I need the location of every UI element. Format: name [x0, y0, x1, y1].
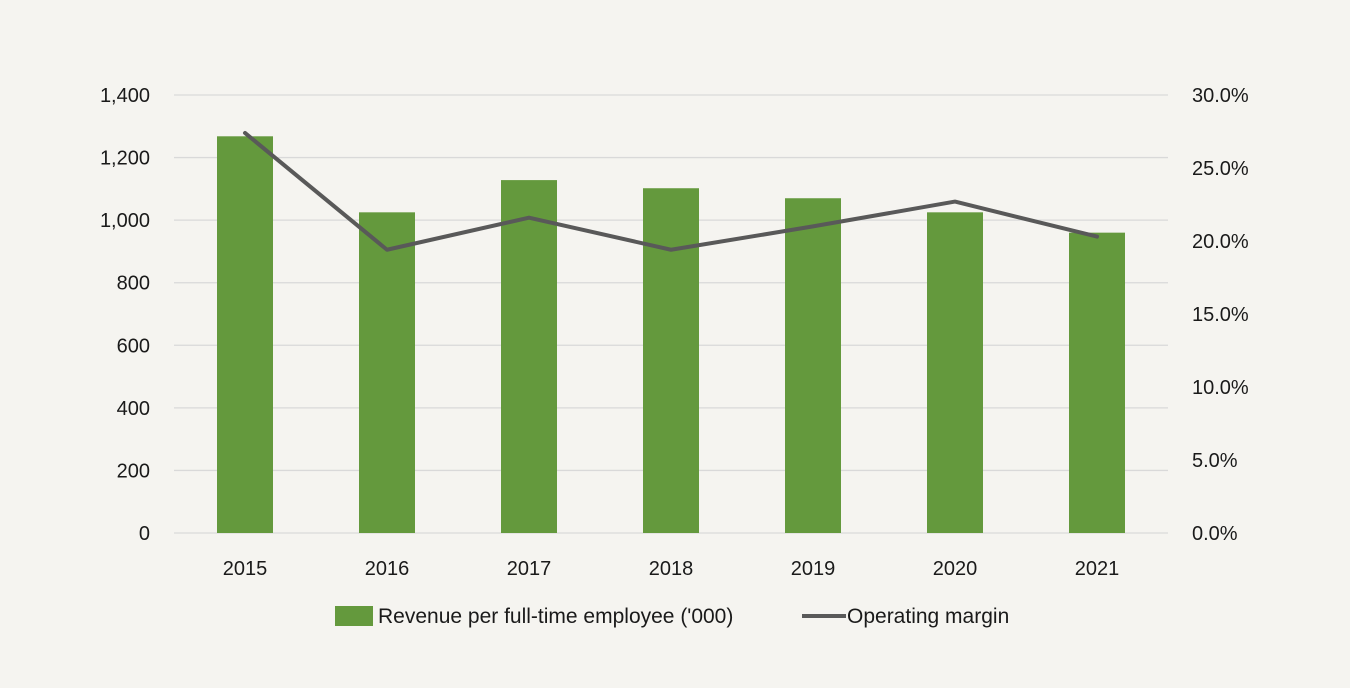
bar-series — [217, 136, 1125, 534]
line-series — [243, 130, 1099, 252]
x-tick-label: 2017 — [507, 558, 552, 580]
y-left-tick-label: 1,200 — [100, 148, 150, 170]
y-left-tick-label: 200 — [117, 460, 150, 482]
x-tick-label: 2021 — [1075, 558, 1120, 580]
y-right-tick-label: 0.0% — [1192, 523, 1238, 545]
y-axis-right-labels: 0.0% 5.0% 10.0% 15.0% 20.0% 25.0% 30.0% — [1192, 85, 1249, 545]
x-tick-label: 2019 — [791, 558, 836, 580]
y-right-tick-label: 25.0% — [1192, 158, 1249, 180]
y-left-tick-label: 1,000 — [100, 210, 150, 232]
legend: Revenue per full-time employee ('000) Op… — [335, 605, 1009, 628]
bar-2017 — [501, 180, 557, 533]
bar-2021 — [1069, 232, 1125, 533]
y-left-tick-label: 400 — [117, 398, 150, 420]
bar-2019 — [785, 198, 841, 533]
legend-swatch-bar — [335, 606, 373, 626]
y-left-tick-label: 600 — [117, 335, 150, 357]
y-left-tick-label: 800 — [117, 273, 150, 295]
bar-2018 — [643, 188, 699, 533]
legend-label-bar: Revenue per full-time employee ('000) — [378, 605, 733, 628]
bar-2016 — [359, 212, 415, 534]
y-right-tick-label: 15.0% — [1192, 304, 1249, 326]
x-tick-label: 2015 — [223, 558, 268, 580]
x-tick-label: 2020 — [933, 558, 978, 580]
y-left-tick-label: 0 — [139, 523, 150, 545]
bar-2015 — [217, 136, 273, 533]
y-right-tick-label: 30.0% — [1192, 85, 1249, 107]
x-tick-label: 2018 — [649, 558, 694, 580]
y-left-tick-label: 1,400 — [100, 85, 150, 107]
x-axis-labels: 2015 2016 2017 2018 2019 2020 2021 — [223, 558, 1120, 580]
legend-label-line: Operating margin — [847, 605, 1009, 628]
y-right-tick-label: 10.0% — [1192, 377, 1249, 399]
bar-2020 — [927, 212, 983, 534]
y-axis-left-labels: 0 200 400 600 800 1,000 1,200 1,400 — [100, 85, 150, 545]
y-right-tick-label: 5.0% — [1192, 450, 1238, 472]
y-right-tick-label: 20.0% — [1192, 231, 1249, 253]
x-tick-label: 2016 — [365, 558, 410, 580]
